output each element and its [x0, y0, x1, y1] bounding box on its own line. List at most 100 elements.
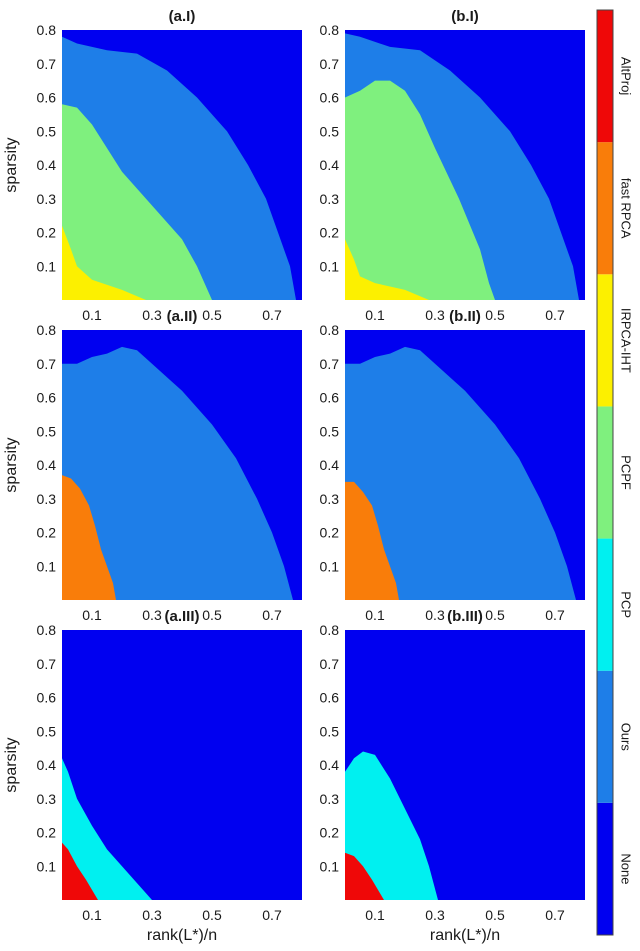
colorbar-label: PCPF: [619, 455, 634, 490]
colorbar-border: [596, 9, 614, 936]
colorbar-segment: [597, 670, 613, 803]
x-tick-label: 0.1: [365, 307, 385, 323]
x-tick-label: 0.1: [82, 307, 102, 323]
x-tick-label: 0.3: [425, 907, 445, 923]
x-tick-label: 0.7: [262, 307, 282, 323]
y-tick-label: 0.3: [320, 491, 340, 507]
y-tick-label: 0.4: [320, 757, 340, 773]
y-tick-label: 0.4: [37, 157, 57, 173]
panel-0: (a.I) 0.1 0.3 0.5 0.7 0.1 0.2 0.3 0.4 0.5 0.6 0.7 0.…: [3, 8, 302, 323]
region-fast-rpca: [345, 481, 399, 600]
y-tick-label: 0.4: [320, 457, 340, 473]
x-tick-label: 0.3: [425, 607, 445, 623]
colorbar-segment: [597, 406, 613, 539]
y-axis-label: sparsity: [3, 437, 20, 492]
y-tick-label: 0.8: [37, 322, 57, 338]
region-ours: [62, 346, 293, 600]
panel-title: (a.II): [167, 308, 198, 325]
y-tick-label: 0.1: [37, 258, 57, 274]
region-irpca-iht: [62, 225, 146, 300]
y-tick-label: 0.3: [320, 191, 340, 207]
y-tick-label: 0.7: [320, 56, 340, 72]
region-irpca-iht: [345, 239, 429, 300]
y-tick-label: 0.2: [37, 525, 57, 541]
y-tick-label: 0.7: [37, 656, 57, 672]
colorbar-label: None: [619, 853, 634, 884]
y-tick-label: 0.7: [320, 356, 340, 372]
y-tick-label: 0.6: [37, 690, 57, 706]
colorbar-label: PCP: [619, 591, 634, 618]
x-tick-label: 0.5: [485, 307, 505, 323]
y-tick-label: 0.8: [37, 22, 57, 38]
region-fast-rpca: [62, 475, 116, 600]
x-tick-label: 0.1: [82, 607, 102, 623]
colorbar-segment: [597, 142, 613, 275]
x-tick-label: 0.3: [142, 307, 162, 323]
region-pcp: [345, 751, 438, 900]
y-tick-label: 0.1: [37, 858, 57, 874]
y-tick-label: 0.5: [320, 723, 340, 739]
x-tick-label: 0.1: [365, 907, 385, 923]
y-tick-label: 0.4: [37, 457, 57, 473]
panel-title: (b.III): [447, 608, 483, 625]
colorbar-segment: [597, 802, 613, 935]
panel-1: (b.I) 0.1 0.3 0.5 0.7 0.1 0.2 0.3 0.4 0.5 0.6 0.7 0.…: [320, 8, 585, 323]
panel-2: (a.II) 0.1 0.3 0.5 0.7 0.1 0.2 0.3 0.4 0.5 0.6 0.7 0…: [3, 308, 302, 623]
y-tick-label: 0.1: [320, 858, 340, 874]
y-tick-label: 0.3: [37, 191, 57, 207]
colorbar: None Ours PCP PCPF IRPCA-IHT fast RPCA AltProj: [596, 9, 634, 936]
x-tick-label: 0.7: [545, 907, 565, 923]
y-tick-label: 0.5: [37, 723, 57, 739]
panel-title: (a.I): [169, 8, 196, 25]
x-tick-label: 0.7: [545, 607, 565, 623]
panel-4: (a.III) 0.1 0.3 0.5 0.7 0.1 0.2 0.3 0.4 0.5 0.6 0.7…: [3, 608, 302, 944]
y-tick-label: 0.2: [37, 825, 57, 841]
panel-title: (b.II): [449, 308, 481, 325]
y-tick-label: 0.5: [320, 423, 340, 439]
colorbar-label: AltProj: [619, 57, 634, 95]
y-tick-label: 0.4: [37, 757, 57, 773]
x-tick-label: 0.7: [545, 307, 565, 323]
x-tick-label: 0.5: [202, 607, 222, 623]
region-pcpf: [62, 104, 212, 300]
y-tick-label: 0.1: [320, 558, 340, 574]
y-tick-label: 0.6: [320, 690, 340, 706]
y-tick-label: 0.2: [320, 225, 340, 241]
y-tick-label: 0.1: [37, 558, 57, 574]
x-tick-label: 0.7: [262, 907, 282, 923]
panel-3: (b.II) 0.1 0.3 0.5 0.7 0.1 0.2 0.3 0.4 0.5 0.6 0.7 0…: [320, 308, 585, 623]
colorbar-segment: [597, 10, 613, 143]
y-tick-label: 0.7: [320, 656, 340, 672]
y-axis-label: sparsity: [3, 137, 20, 192]
y-tick-label: 0.3: [320, 791, 340, 807]
x-tick-label: 0.5: [202, 307, 222, 323]
colorbar-label: Ours: [619, 723, 634, 752]
y-tick-label: 0.2: [320, 825, 340, 841]
region-altproj: [62, 842, 98, 900]
x-axis-label: rank(L*)/n: [147, 927, 217, 944]
x-tick-label: 0.1: [365, 607, 385, 623]
y-tick-label: 0.8: [320, 622, 340, 638]
y-tick-label: 0.6: [37, 390, 57, 406]
y-tick-label: 0.4: [320, 157, 340, 173]
region-pcpf: [345, 80, 495, 300]
y-tick-label: 0.6: [37, 90, 57, 106]
y-tick-label: 0.8: [320, 322, 340, 338]
y-tick-label: 0.2: [37, 225, 57, 241]
y-tick-label: 0.5: [37, 423, 57, 439]
y-tick-label: 0.1: [320, 258, 340, 274]
x-axis-label: rank(L*)/n: [430, 927, 500, 944]
y-tick-label: 0.7: [37, 56, 57, 72]
x-tick-label: 0.5: [485, 607, 505, 623]
region-pcp: [62, 758, 152, 900]
x-tick-label: 0.1: [82, 907, 102, 923]
panel-5: (b.III) 0.1 0.3 0.5 0.7 0.1 0.2 0.3 0.4 0.5 0.6 0.7…: [320, 608, 585, 944]
x-tick-label: 0.3: [142, 907, 162, 923]
panel-title: (b.I): [451, 8, 479, 25]
y-tick-label: 0.5: [37, 123, 57, 139]
x-tick-label: 0.3: [142, 607, 162, 623]
y-tick-label: 0.2: [320, 525, 340, 541]
x-tick-label: 0.3: [425, 307, 445, 323]
